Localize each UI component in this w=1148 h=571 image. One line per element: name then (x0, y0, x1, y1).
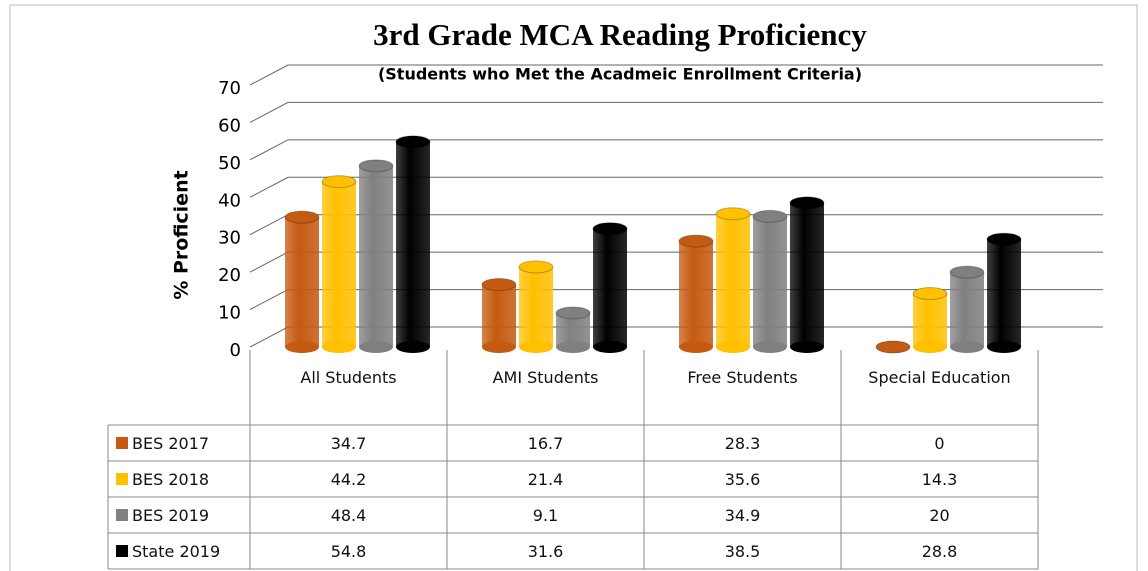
data-label: 16.7 (527, 433, 564, 453)
bar-body (950, 272, 984, 347)
bar-top (715, 207, 751, 221)
grid-line (249, 176, 1103, 198)
bar-body (482, 284, 516, 347)
chart-title: 3rd Grade MCA Reading Proficiency (373, 17, 867, 52)
chart-border (9, 4, 1138, 571)
bar-body (359, 165, 393, 347)
legend-entry: BES 2017 (108, 425, 250, 461)
chart-subtitle: (Students who Met the Acadmeic Enrollmen… (378, 65, 862, 84)
bar (678, 234, 714, 353)
data-label: 28.3 (724, 433, 761, 453)
y-tick-label: 70 (218, 78, 241, 99)
bar (592, 222, 628, 353)
data-label: 34.9 (724, 505, 761, 525)
bar-top (752, 209, 788, 223)
bar (481, 277, 517, 353)
bar-top (555, 306, 591, 320)
bar (518, 260, 554, 353)
bar-top (789, 196, 825, 210)
bar-top (358, 159, 394, 173)
legend-label: BES 2019 (132, 505, 210, 525)
bar-top (949, 265, 985, 279)
bar-body (913, 293, 947, 347)
bar-top (592, 222, 628, 236)
bar-top (875, 340, 911, 354)
y-tick-label: 20 (218, 265, 241, 286)
grid-line (249, 64, 1103, 86)
legend-label: BES 2018 (132, 469, 210, 489)
bar-body (790, 202, 824, 347)
bar-body (285, 217, 319, 347)
bar-top (481, 277, 517, 291)
y-axis-label: % Proficient (171, 170, 193, 299)
y-tick-label: 10 (218, 303, 241, 324)
bar-body (716, 213, 750, 347)
grid-line (249, 139, 1103, 161)
x-tick-label: All Students (300, 368, 397, 387)
x-tick-label: Special Education (868, 368, 1011, 387)
bar-body (322, 181, 356, 347)
data-label: 35.6 (724, 469, 761, 489)
data-label: 0 (934, 433, 945, 453)
bar (715, 207, 751, 353)
y-tick-label: 60 (218, 115, 241, 136)
legend-key (116, 473, 128, 485)
bar (986, 232, 1022, 353)
data-label: 28.8 (921, 541, 958, 561)
data-table-lines (107, 350, 1039, 570)
x-tick-label: AMI Students (492, 368, 599, 387)
bar (949, 265, 985, 353)
legend-entry: State 2019 (108, 533, 250, 569)
bar (789, 196, 825, 353)
legend-entry: BES 2018 (108, 461, 250, 497)
data-label: 48.4 (330, 505, 367, 525)
x-tick-label: Free Students (687, 368, 798, 387)
data-label: 31.6 (527, 541, 564, 561)
bar-top (321, 175, 357, 189)
data-label: 21.4 (527, 469, 564, 489)
data-label: 44.2 (330, 469, 367, 489)
legend-key (116, 545, 128, 557)
bar (875, 340, 911, 354)
y-tick-label: 30 (218, 228, 241, 249)
bar-body (679, 241, 713, 347)
bar-body (987, 239, 1021, 347)
bar (358, 159, 394, 353)
data-label: 38.5 (724, 541, 761, 561)
data-label: 14.3 (921, 469, 958, 489)
legend-label: State 2019 (132, 541, 221, 561)
bar-top (912, 286, 948, 300)
legend-key (116, 437, 128, 449)
bar-top (395, 135, 431, 149)
bar-top (518, 260, 554, 274)
legend-label: BES 2017 (132, 433, 210, 453)
data-label: 34.7 (330, 433, 367, 453)
bar (752, 209, 788, 353)
data-label: 9.1 (532, 505, 559, 525)
bar (912, 286, 948, 353)
bar (555, 306, 591, 353)
bar-top (986, 232, 1022, 246)
y-tick-label: 0 (230, 340, 241, 361)
bar (321, 175, 357, 353)
legend-entry: BES 2019 (108, 497, 250, 533)
bars (284, 135, 1022, 354)
y-tick-label: 50 (218, 153, 241, 174)
data-label: 20 (929, 505, 950, 525)
bar-body (396, 141, 430, 347)
y-tick-label: 40 (218, 190, 241, 211)
bar (395, 135, 431, 353)
bar-body (753, 216, 787, 347)
bar (284, 210, 320, 353)
legend-key (116, 509, 128, 521)
data-label: 54.8 (330, 541, 367, 561)
bar-body (519, 266, 553, 347)
grid-line (249, 101, 1103, 123)
bar-top (284, 210, 320, 224)
bar-body (593, 228, 627, 347)
bar-top (678, 234, 714, 248)
